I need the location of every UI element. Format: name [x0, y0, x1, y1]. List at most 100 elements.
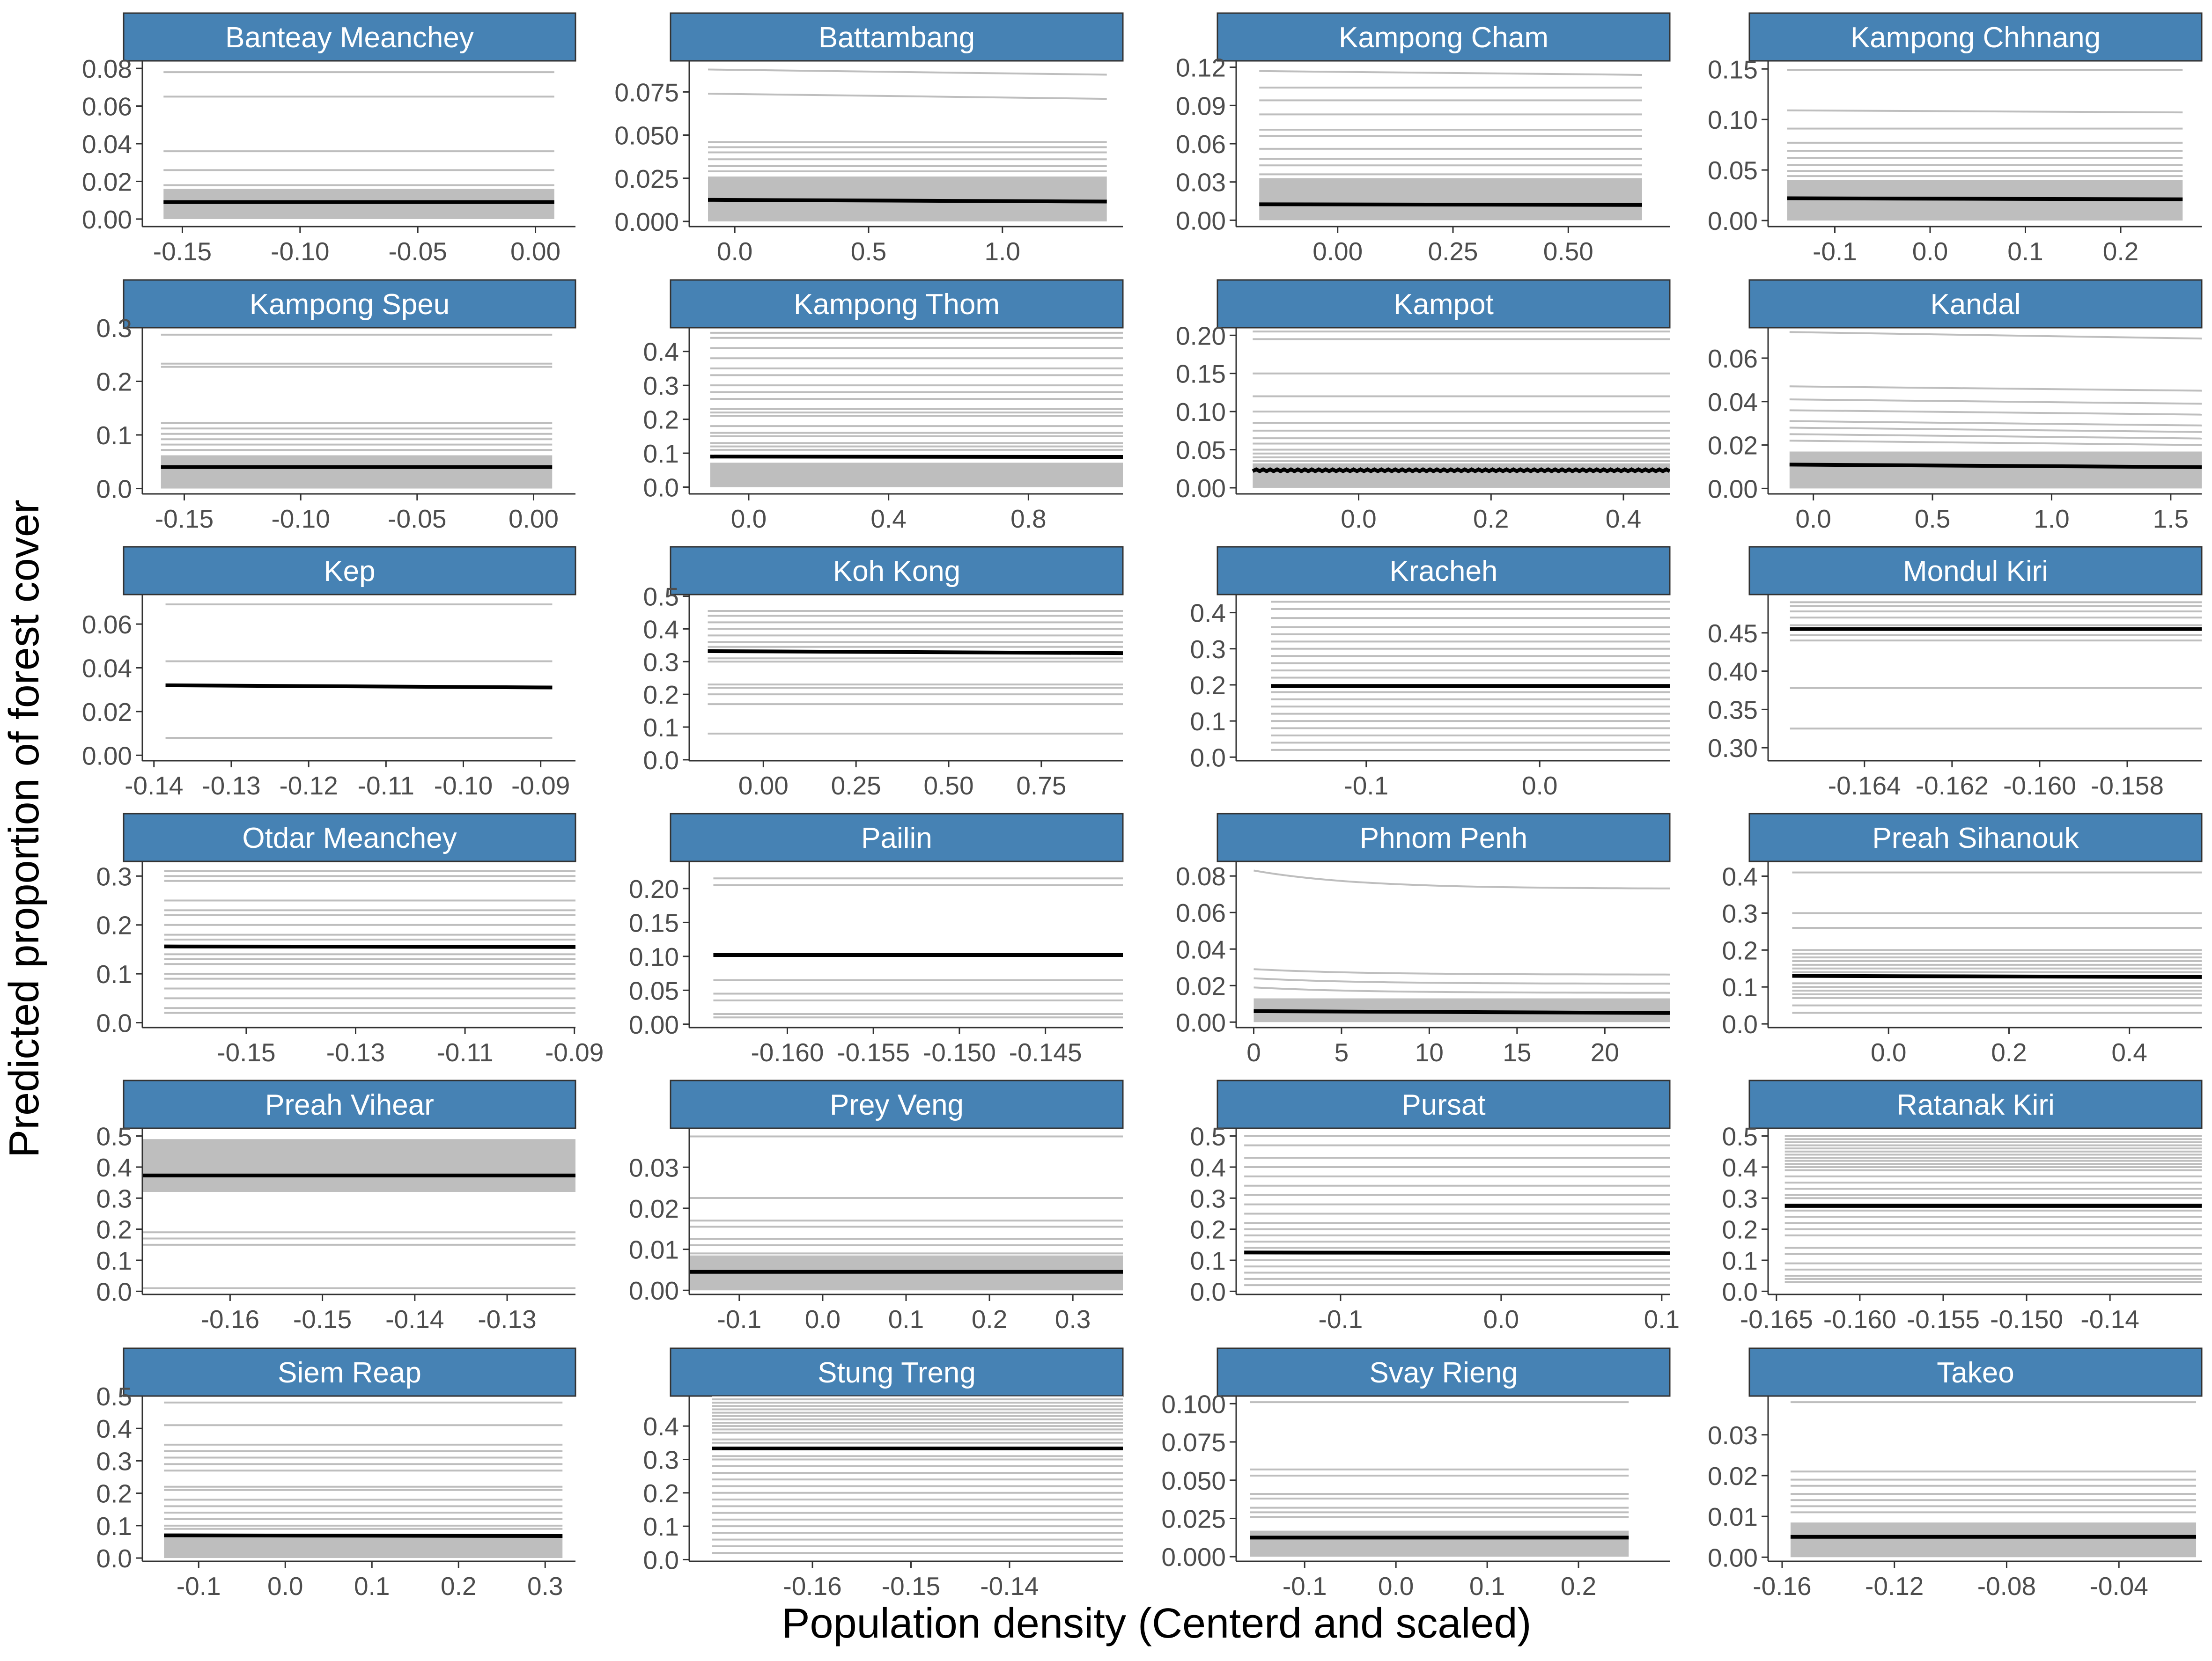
y-tick-label: 0.0 [643, 746, 679, 775]
y-tick-label: 0.06 [82, 610, 132, 639]
draw-line [1789, 398, 2202, 405]
x-tick-label: -0.16 [201, 1305, 259, 1334]
y-tick-label: 0.3 [643, 1445, 679, 1474]
x-tick-label: 0.2 [972, 1305, 1007, 1334]
y-tick-label: 0.2 [96, 1479, 132, 1508]
y-tick-label: 0.0 [96, 1009, 132, 1038]
strip-label: Preah Sihanouk [1872, 822, 2079, 854]
panel-banteay-meanchey: Banteay Meanchey 0.00 0.02 0.04 0.06 0.08 -0.1… [82, 12, 576, 266]
draw-band [1789, 451, 2202, 489]
y-tick-label: 0.00 [82, 205, 132, 234]
y-tick-label: 0.01 [629, 1235, 679, 1264]
y-tick-label: 0.5 [96, 1122, 132, 1151]
draw-band [161, 455, 553, 489]
strip-label: Pursat [1401, 1089, 1485, 1121]
x-tick-label: -0.14 [2080, 1305, 2139, 1334]
y-tick-label: 0.1 [643, 713, 679, 742]
y-tick-label: 0.09 [1176, 91, 1226, 120]
panel-kampong-cham: Kampong Cham 0.00 0.03 0.06 0.09 0.12 0.00 0.25… [1176, 12, 1671, 266]
y-tick-label: 0.06 [1708, 344, 1758, 373]
x-tick-label: 0.0 [267, 1572, 303, 1601]
y-tick-label: 0.00 [1176, 474, 1226, 503]
strip-phnom-penh [1217, 813, 1671, 862]
y-tick-label: 0.2 [643, 680, 679, 709]
y-tick-label: 0.4 [1190, 599, 1226, 628]
draw-line [1789, 385, 2202, 392]
strip-label: Siem Reap [278, 1357, 421, 1389]
x-tick-label: 0.2 [2103, 237, 2138, 266]
x-tick-label: -0.1 [717, 1305, 761, 1334]
x-tick-label: -0.160 [2003, 771, 2076, 800]
y-tick-label: 0.05 [1176, 436, 1226, 465]
x-tick-label: -0.15 [153, 237, 212, 266]
x-tick-label: -0.11 [358, 771, 414, 800]
x-tick-label: -0.15 [217, 1038, 275, 1067]
y-tick-label: 0.06 [1176, 898, 1226, 927]
y-tick-label: 0.03 [1176, 168, 1226, 197]
x-tick-label: -0.04 [2090, 1572, 2148, 1601]
x-tick-label: 0.0 [1341, 504, 1376, 533]
y-tick-label: 0.02 [629, 1194, 679, 1223]
x-tick-label: -0.1 [1813, 237, 1857, 266]
x-tick-label: 0.4 [1606, 504, 1641, 533]
strip-label: Kampong Thom [794, 288, 1000, 321]
y-tick-label: 0.4 [1722, 862, 1758, 891]
draw-line [1789, 433, 2202, 440]
x-tick-label: -0.12 [279, 771, 338, 800]
y-tick-label: 0.00 [629, 1010, 679, 1039]
y-tick-label: 0.1 [1190, 1246, 1226, 1275]
y-tick-label: 0.20 [629, 875, 679, 904]
x-tick-label: -0.15 [155, 504, 214, 533]
x-tick-label: 0.4 [2111, 1038, 2147, 1067]
mean-line [708, 198, 1107, 204]
x-tick-label: 10 [1415, 1038, 1444, 1067]
x-tick-label: -0.15 [293, 1305, 352, 1334]
draw-line [1789, 426, 2202, 433]
y-tick-label: 0.050 [1161, 1466, 1226, 1495]
x-tick-label: -0.10 [271, 504, 330, 533]
strip-kampong-chhnang [1748, 12, 2203, 62]
draw-line [1253, 986, 1670, 994]
strip-label: Ratanak Kiri [1896, 1089, 2055, 1121]
strip-pursat [1217, 1080, 1671, 1129]
y-tick-label: 0.3 [96, 1184, 132, 1213]
y-tick-label: 0.4 [96, 1414, 132, 1443]
strip-kandal [1748, 279, 2203, 329]
x-tick-label: 5 [1335, 1038, 1349, 1067]
x-tick-label: 0.1 [888, 1305, 924, 1334]
strip-label: Mondul Kiri [1903, 555, 2048, 588]
y-tick-label: 0.15 [1176, 360, 1226, 389]
y-tick-label: 0.08 [1176, 862, 1226, 891]
y-tick-label: 0.03 [1708, 1421, 1758, 1450]
draw-line [1789, 420, 2202, 426]
x-tick-label: 0.4 [870, 504, 906, 533]
strip-ratanak-kiri [1748, 1080, 2203, 1129]
strip-kep [123, 546, 576, 595]
y-tick-label: 0.1 [1722, 973, 1758, 1002]
y-tick-label: 0.2 [96, 367, 132, 397]
x-tick-label: 20 [1591, 1038, 1619, 1067]
x-tick-label: -0.160 [751, 1038, 824, 1067]
strip-otdar-meanchey [123, 813, 576, 862]
mean-line [1259, 202, 1642, 207]
y-tick-label: 0.4 [1722, 1153, 1758, 1182]
x-tick-label: -0.15 [882, 1572, 940, 1601]
strip-kampong-thom [670, 279, 1124, 329]
y-tick-label: 0.1 [1190, 707, 1226, 736]
panel-prey-veng: Prey Veng 0.00 0.01 0.02 0.03 -0.1 0.0 0.1 0.2 0.… [629, 1080, 1124, 1334]
x-tick-label: 0.0 [1871, 1038, 1906, 1067]
panel-pailin: Pailin 0.00 0.05 0.10 0.15 0.20 -0.160 -0.155 -0… [629, 813, 1124, 1067]
y-tick-label: 0.04 [1708, 388, 1758, 417]
y-tick-label: 0.05 [629, 976, 679, 1005]
strip-label: Banteay Meanchey [225, 22, 474, 54]
strip-siem-reap [123, 1347, 576, 1397]
strip-label: Prey Veng [830, 1089, 964, 1121]
y-tick-label: 0.06 [82, 92, 132, 121]
x-tick-label: 0.00 [510, 237, 560, 266]
y-tick-label: 0.0 [1722, 1010, 1758, 1039]
x-tick-label: 0.0 [1378, 1572, 1414, 1601]
x-tick-label: 0.5 [1915, 504, 1950, 533]
y-tick-label: 0.0 [1190, 1277, 1226, 1306]
x-tick-label: 0.2 [1561, 1572, 1596, 1601]
